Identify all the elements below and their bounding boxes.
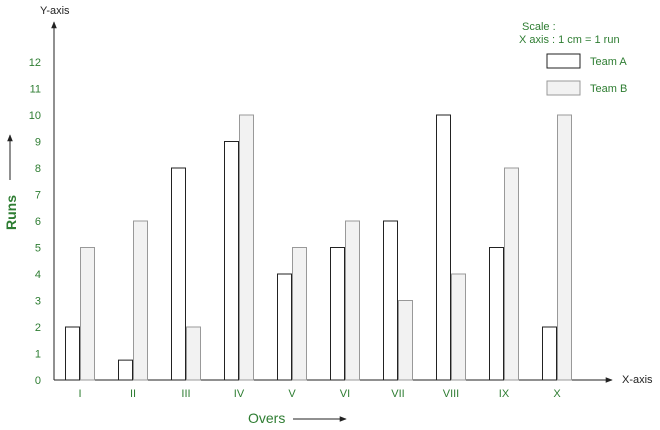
bar-team-b-vii: [398, 300, 413, 381]
bar-team-a-i: [65, 326, 80, 381]
bar-team-b-ii: [133, 220, 148, 381]
bar-team-b-v: [292, 247, 307, 381]
x-tick-label: V: [288, 388, 296, 400]
y-tick-label: 5: [35, 243, 41, 255]
x-tick-labels: I II III IV V VI VII VIII IX X: [78, 388, 561, 400]
x-tick-label: IV: [234, 388, 245, 400]
x-tick-label: I: [78, 388, 81, 400]
bar-team-b-i: [80, 247, 95, 381]
legend-label-team-b: Team B: [590, 83, 627, 95]
y-tick-label: 9: [35, 137, 41, 149]
bar-team-a-x: [542, 326, 557, 381]
y-tick-label: 0: [35, 375, 41, 387]
bar-team-a-vi: [330, 247, 345, 381]
bar-team-a-v: [277, 273, 292, 381]
x-tick-label: VII: [391, 388, 404, 400]
x-label-group: Overs: [248, 410, 347, 426]
y-tick-label: 8: [35, 163, 41, 175]
y-tick-label: 12: [29, 57, 41, 69]
y-label-group: Runs: [3, 134, 19, 230]
y-tick-label: 1: [35, 349, 41, 361]
bar-team-b-vi: [345, 220, 360, 381]
y-tick-label: 3: [35, 296, 41, 308]
x-tick-label: II: [130, 388, 136, 400]
x-axis-name: X-axis: [622, 374, 653, 386]
bar-team-b-viii: [451, 273, 466, 381]
legend: Team A Team B: [546, 53, 627, 96]
x-tick-label: IX: [499, 388, 510, 400]
bar-team-b-iii: [186, 326, 201, 381]
y-tick-label: 7: [35, 190, 41, 202]
bar-team-a-vii: [383, 220, 398, 381]
bar-team-b-ix: [504, 167, 519, 381]
legend-swatch-team-b: [546, 80, 581, 96]
y-tick-label: 10: [29, 110, 41, 122]
bar-team-a-iv: [224, 141, 239, 381]
y-tick-label: 4: [35, 269, 41, 281]
x-tick-label: III: [181, 388, 190, 400]
y-tick-label: 11: [30, 84, 41, 96]
x-tick-label: VI: [340, 388, 350, 400]
scale-title: Scale :: [522, 21, 556, 33]
bar-team-a-ix: [489, 247, 504, 381]
x-tick-label: VIII: [443, 388, 460, 400]
bar-team-b-x: [557, 114, 572, 381]
y-axis-name: Y-axis: [40, 5, 70, 17]
legend-swatch-team-a: [546, 53, 581, 69]
y-tick-label: 2: [35, 322, 41, 334]
bar-team-a-viii: [436, 114, 451, 381]
legend-label-team-a: Team A: [590, 56, 627, 68]
y-axis-label: Runs: [3, 195, 19, 230]
bar-team-a-iii: [171, 167, 186, 381]
scale-line: X axis : 1 cm = 1 run: [519, 34, 620, 46]
x-axis-label: Overs: [248, 410, 285, 426]
bar-team-a-ii: [118, 359, 133, 381]
bar-team-b-iv: [239, 114, 254, 381]
x-tick-label: X: [553, 388, 561, 400]
y-tick-label: 6: [35, 216, 41, 228]
bars-group: [65, 114, 572, 381]
